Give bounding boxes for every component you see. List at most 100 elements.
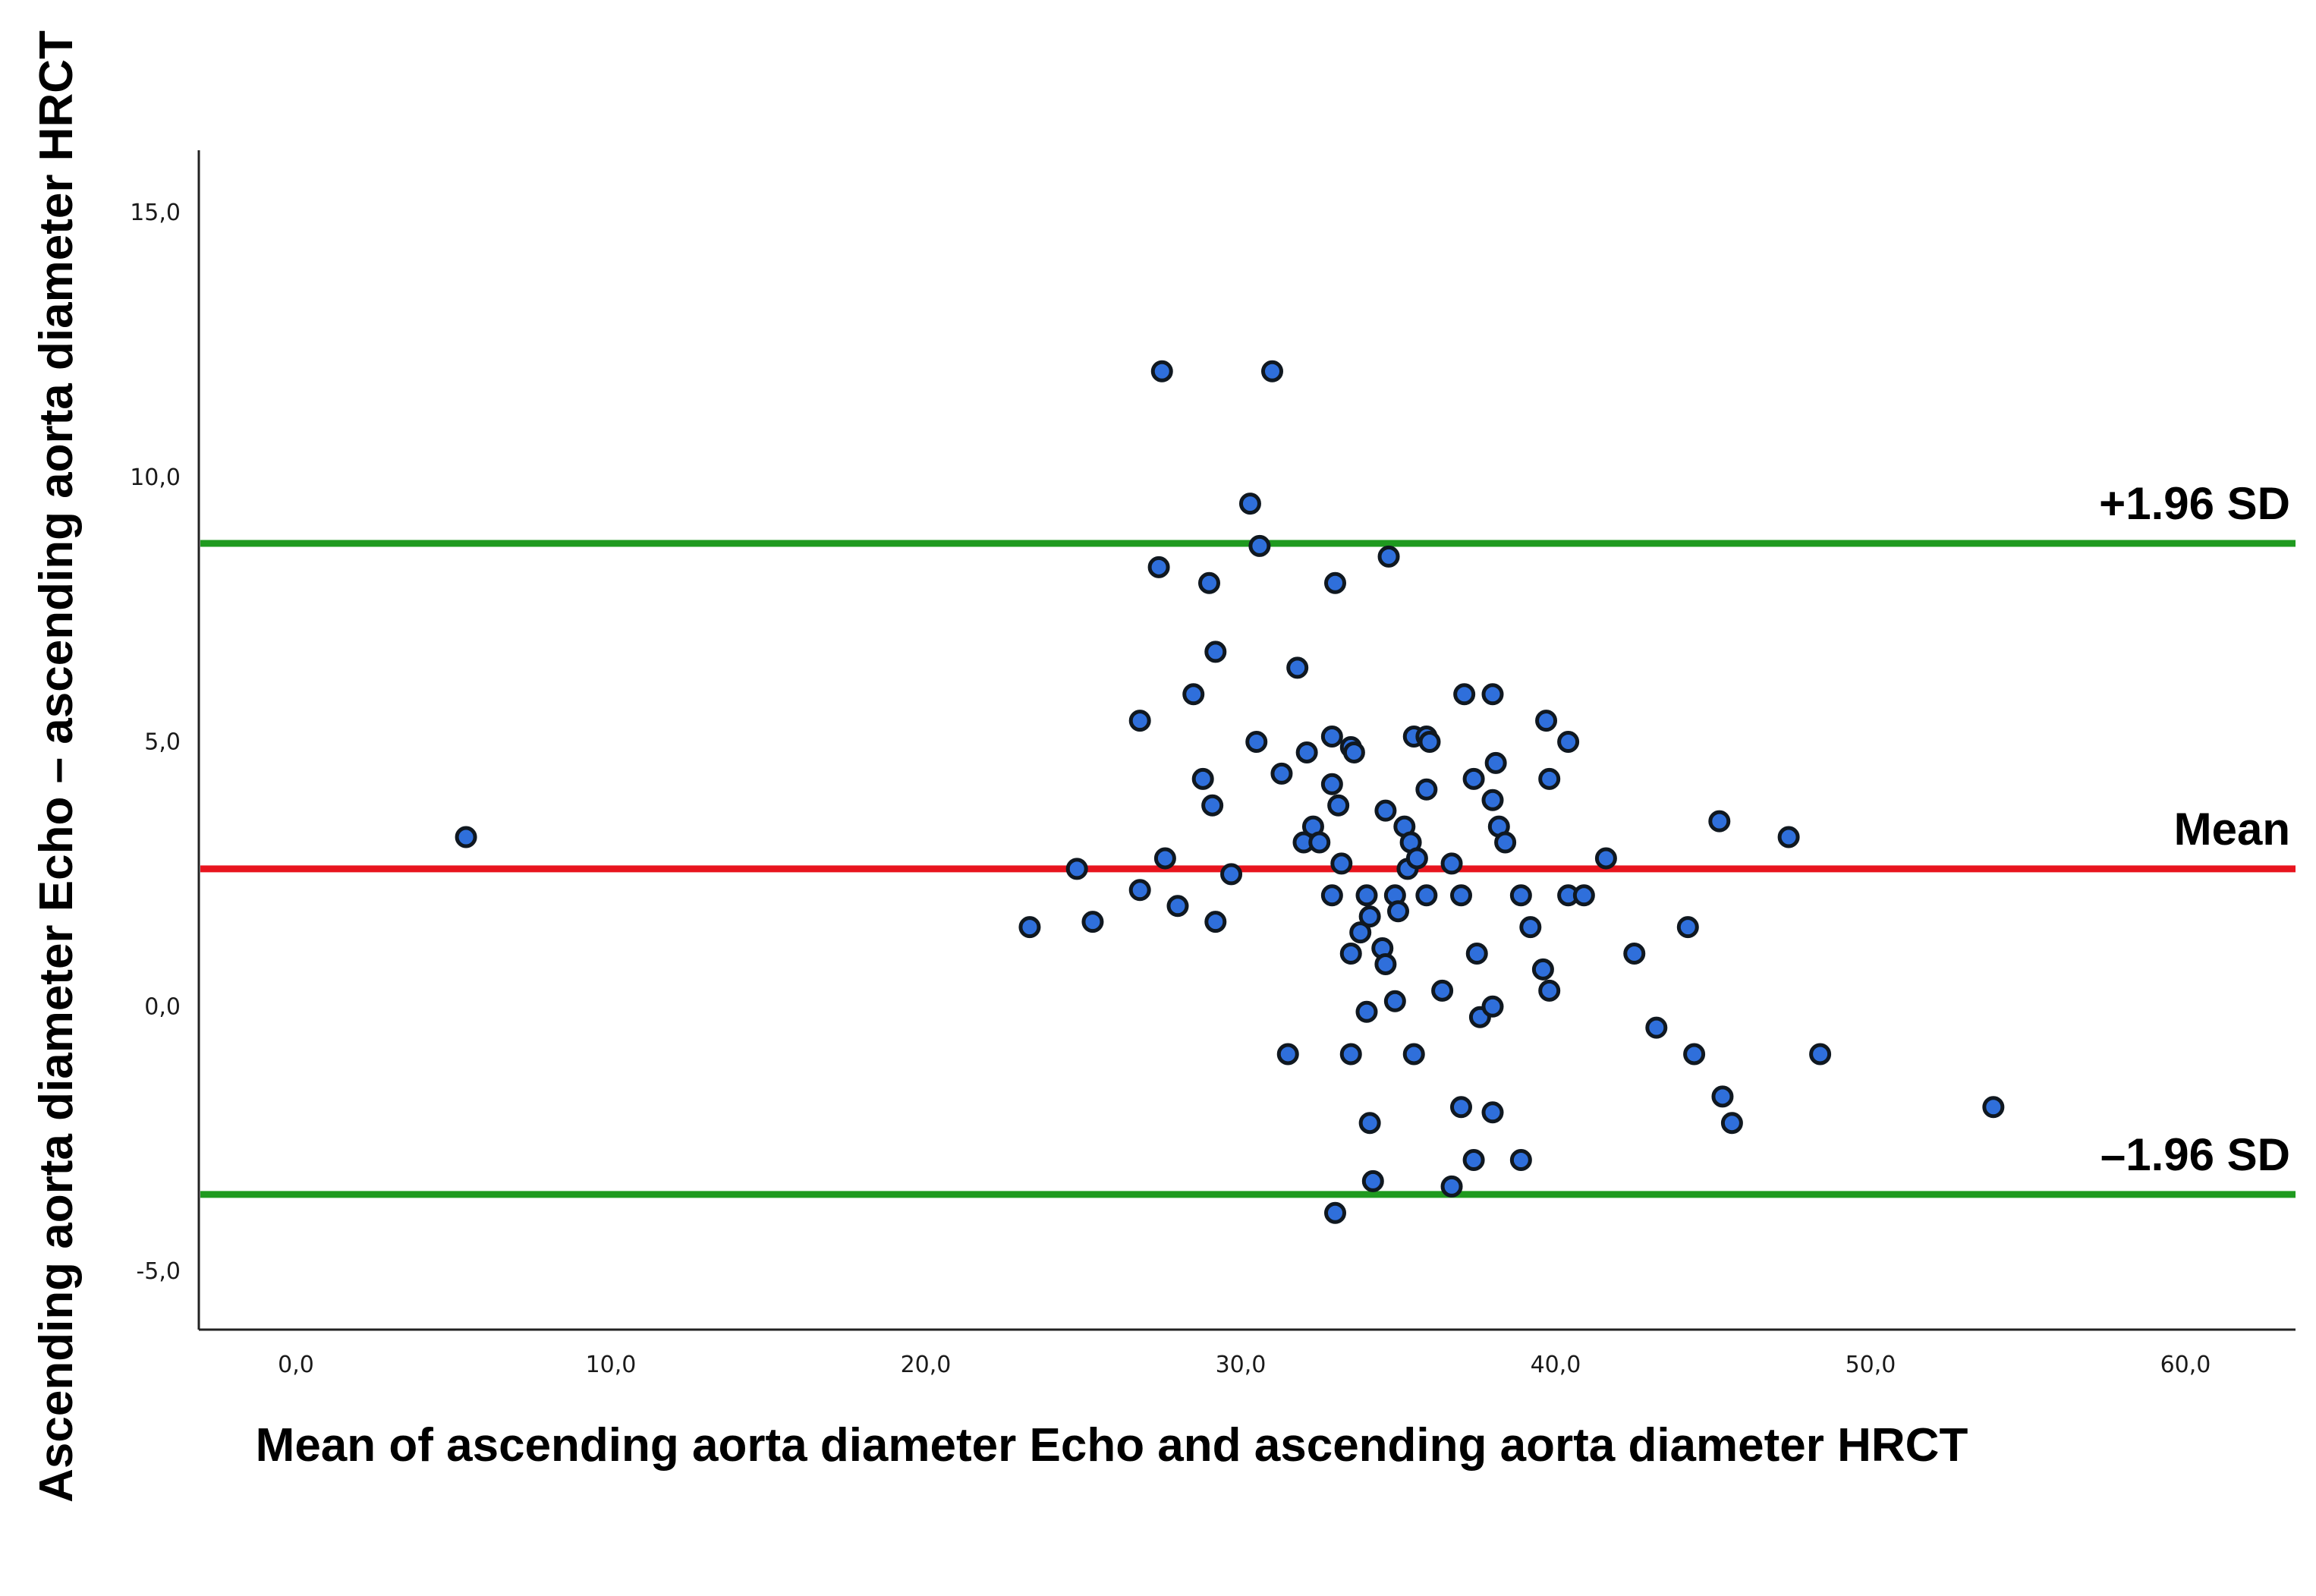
data-point — [1204, 641, 1227, 663]
reference-lines: +1.96 SD Mean –1.96 SD — [200, 478, 2296, 1198]
data-point — [1481, 683, 1504, 706]
x-axis-label: Mean of ascending aorta diameter Echo an… — [256, 1419, 1968, 1472]
data-point — [1683, 1043, 1706, 1066]
data-point — [1238, 493, 1261, 515]
data-point — [1128, 710, 1151, 732]
data-point — [1166, 895, 1189, 918]
data-point — [1327, 794, 1350, 817]
data-point — [1191, 767, 1214, 790]
data-point — [1342, 741, 1365, 763]
data-point — [1645, 1016, 1668, 1039]
data-point — [1462, 1149, 1485, 1172]
data-point — [1809, 1043, 1832, 1066]
data-point — [1531, 958, 1554, 981]
data-point — [1708, 810, 1731, 833]
data-point — [1481, 1101, 1504, 1124]
y-axis-label: Ascending aorta diameter Echo – ascendin… — [30, 30, 83, 1503]
data-point — [1450, 1096, 1472, 1119]
data-point — [1358, 905, 1381, 928]
data-point — [1484, 751, 1507, 774]
x-tick-label: 10,0 — [586, 1352, 637, 1378]
data-point — [1324, 571, 1346, 594]
data-point — [1462, 767, 1485, 790]
data-point — [1405, 847, 1428, 870]
data-point — [1276, 1043, 1299, 1066]
data-point — [1418, 731, 1441, 753]
data-point — [1387, 900, 1409, 923]
data-point — [1339, 1043, 1362, 1066]
data-point — [1415, 778, 1438, 801]
x-tick-label: 0,0 — [278, 1352, 314, 1378]
data-point — [1777, 826, 1800, 848]
data-points — [455, 360, 2005, 1224]
data-point — [1308, 831, 1331, 854]
data-point — [1220, 863, 1243, 886]
data-point — [1198, 571, 1220, 594]
data-point — [1481, 995, 1504, 1018]
data-point — [1339, 943, 1362, 965]
data-point — [1594, 847, 1617, 870]
data-point — [1349, 921, 1372, 944]
data-point — [1270, 762, 1293, 785]
reference-line-label: +1.96 SD — [2099, 478, 2290, 529]
y-tick-label: 15,0 — [130, 200, 181, 226]
data-point — [1245, 731, 1268, 753]
data-point — [1623, 943, 1646, 965]
data-point — [1509, 884, 1532, 907]
data-point — [1450, 884, 1472, 907]
y-tick-label: 10,0 — [130, 464, 181, 491]
data-point — [1324, 1201, 1346, 1224]
x-tick-label: 50,0 — [1846, 1352, 1896, 1378]
data-point — [1982, 1096, 2005, 1119]
data-point — [1538, 767, 1561, 790]
data-point — [1374, 799, 1397, 822]
x-tick-label: 60,0 — [2160, 1352, 2211, 1378]
data-point — [1377, 545, 1400, 568]
data-point — [1204, 911, 1227, 933]
data-point — [1286, 656, 1309, 679]
data-point — [1440, 852, 1463, 875]
y-tick-label: 5,0 — [144, 729, 181, 756]
data-point — [1261, 360, 1283, 382]
data-point — [1465, 943, 1488, 965]
data-point — [1320, 773, 1343, 795]
data-point — [1150, 360, 1173, 382]
data-point — [1711, 1085, 1734, 1108]
data-point — [1320, 884, 1343, 907]
x-tick-label: 30,0 — [1216, 1352, 1267, 1378]
data-point — [1519, 916, 1542, 939]
data-point — [1676, 916, 1699, 939]
data-point — [1153, 847, 1176, 870]
data-point — [1402, 1043, 1425, 1066]
data-point — [1147, 556, 1170, 578]
data-point — [1361, 1169, 1384, 1192]
reference-line-label: Mean — [2174, 804, 2290, 855]
data-point — [1557, 731, 1580, 753]
data-point — [1065, 858, 1088, 880]
x-tick-label: 40,0 — [1531, 1352, 1581, 1378]
x-tick-labels: 0,0 10,0 20,0 30,0 40,0 50,0 60,0 — [278, 1352, 2211, 1378]
data-point — [1453, 683, 1476, 706]
y-tick-labels: 15,0 10,0 5,0 0,0 -5,0 — [130, 200, 181, 1285]
data-point — [1572, 884, 1595, 907]
data-point — [1330, 852, 1353, 875]
data-point — [1494, 831, 1517, 854]
reference-line-label: –1.96 SD — [2100, 1129, 2290, 1180]
data-point — [1182, 683, 1205, 706]
x-tick-label: 20,0 — [901, 1352, 952, 1378]
data-point — [1538, 979, 1561, 1002]
data-point — [1374, 952, 1397, 975]
data-point — [1081, 911, 1104, 933]
data-point — [1320, 726, 1343, 748]
y-tick-label: -5,0 — [136, 1258, 181, 1285]
data-point — [1295, 741, 1318, 763]
data-point — [1355, 1000, 1378, 1023]
data-point — [1355, 884, 1378, 907]
data-point — [1440, 1175, 1463, 1198]
data-point — [1248, 534, 1271, 557]
data-point — [1201, 794, 1224, 817]
data-point — [1358, 1112, 1381, 1135]
data-point — [1431, 979, 1454, 1002]
data-point — [1383, 990, 1406, 1012]
